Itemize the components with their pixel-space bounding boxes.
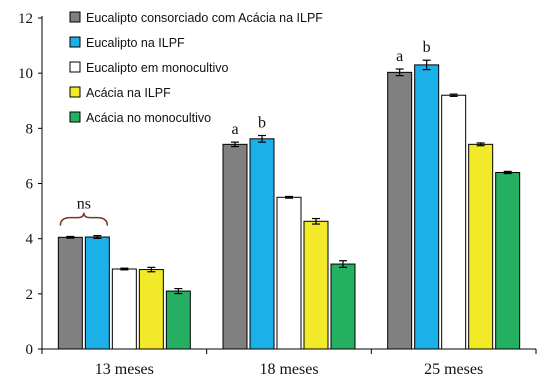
bar — [165, 290, 191, 350]
significance-letter: a — [396, 48, 403, 65]
bar — [468, 143, 494, 350]
legend-label: Eucalipto consorciado com Acácia na ILPF — [86, 11, 323, 25]
legend-label: Acácia na ILPF — [86, 86, 171, 100]
y-tick-label: 2 — [26, 287, 34, 303]
bar — [330, 263, 356, 350]
legend-swatch — [69, 111, 81, 123]
legend-swatch — [69, 36, 81, 48]
bar — [249, 138, 275, 350]
legend-label: Eucalipto em monocultivo — [86, 61, 228, 75]
y-tick-label: 10 — [18, 66, 33, 82]
bar — [441, 94, 467, 350]
x-category-label: 25 meses — [424, 361, 483, 378]
legend-label: Acácia no monocultivo — [86, 111, 211, 125]
bars — [57, 64, 521, 350]
y-tick-label: 8 — [26, 121, 34, 137]
legend: Eucalipto consorciado com Acácia na ILPF… — [69, 11, 323, 125]
bar — [276, 196, 302, 350]
bar — [495, 171, 521, 350]
bar — [111, 268, 137, 350]
y-tick-label: 12 — [18, 11, 33, 27]
legend-swatch — [69, 11, 81, 23]
bar — [138, 269, 164, 350]
x-category-label: 18 meses — [259, 361, 318, 378]
legend-swatch — [69, 86, 81, 98]
error-bars — [66, 59, 512, 295]
y-tick-label: 6 — [26, 177, 34, 193]
bar — [414, 64, 440, 350]
significance-letter: b — [423, 39, 431, 56]
legend-label: Eucalipto na ILPF — [86, 36, 185, 50]
bar — [222, 143, 248, 350]
annotations: ns a b a b — [59, 39, 431, 226]
significance-label: ns — [77, 196, 91, 213]
bar — [303, 220, 329, 350]
axes: 0 2 4 6 8 10 12 13 meses 18 meses 25 meses — [18, 11, 537, 378]
ns-bracket — [59, 212, 109, 226]
legend-swatch — [69, 61, 81, 73]
y-tick-label: 4 — [26, 232, 34, 248]
bar — [84, 236, 110, 350]
x-category-label: 13 meses — [95, 361, 154, 378]
y-tick-label: 0 — [26, 342, 34, 358]
bar — [387, 71, 413, 350]
significance-letter: a — [231, 121, 238, 138]
significance-letter: b — [258, 115, 266, 132]
bar — [57, 236, 83, 350]
